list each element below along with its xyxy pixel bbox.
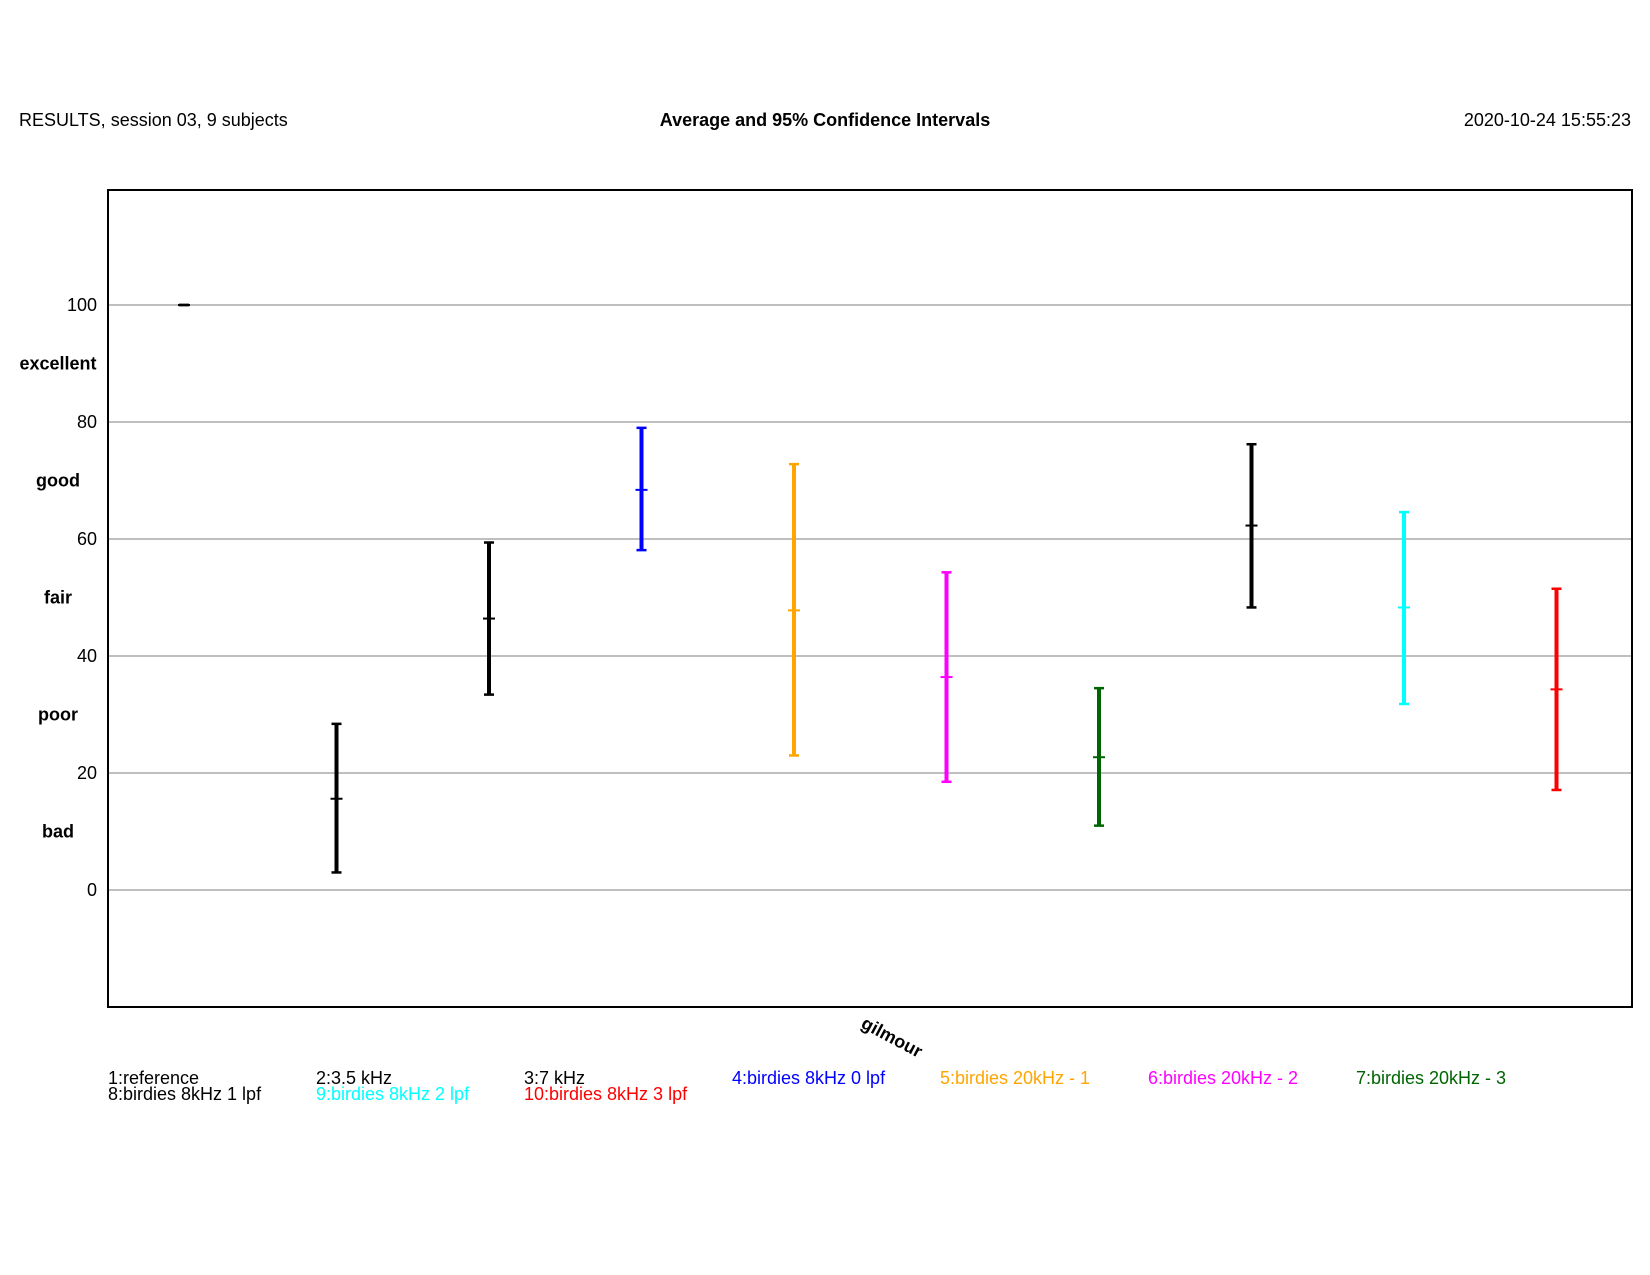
legend-item-9: 9:birdies 8kHz 2 lpf [316,1084,470,1104]
plot-frame [107,189,1633,1008]
legend-item-6: 6:birdies 20kHz - 2 [1148,1068,1299,1088]
quality-label-fair: fair [44,588,72,608]
legend-item-8: 8:birdies 8kHz 1 lpf [108,1084,262,1104]
error-bar-6 [940,571,953,784]
legend-item-1: 1:reference [108,1068,200,1088]
y-tick-label: 80 [77,412,97,432]
x-axis-label: gilmour [858,1013,926,1062]
legend-item-3: 3:7 kHz [524,1068,586,1088]
error-bar-2 [330,722,343,874]
y-tick-labels: 0 20 40 60 80 100 [67,295,97,900]
y-tick-label: 60 [77,529,97,549]
quality-label-bad: bad [42,822,74,842]
header-timestamp: 2020-10-24 15:55:23 [1463,110,1631,130]
legend-item-10: 10:birdies 8kHz 3 lpf [524,1084,688,1104]
header-session-info: RESULTS, session 03, 9 subjects [19,110,288,130]
legend-item-2: 2:3.5 kHz [316,1068,393,1088]
grid-lines [108,304,1632,891]
y-tick-label: 40 [77,646,97,666]
error-bar-10 [1550,587,1563,792]
quality-label-poor: poor [38,705,78,725]
quality-scale-labels: excellent good fair poor bad [19,354,96,842]
legend-item-5: 5:birdies 20kHz - 1 [940,1068,1091,1088]
quality-label-good: good [36,471,80,491]
error-bars [178,303,1563,874]
legend-item-7: 7:birdies 20kHz - 3 [1356,1068,1507,1088]
error-bar-9 [1398,510,1410,706]
error-bar-4 [635,426,648,552]
error-bar-5 [788,462,800,757]
chart-title: Average and 95% Confidence Intervals [659,110,991,130]
quality-label-excellent: excellent [19,354,96,374]
error-bar-7 [1093,686,1105,827]
y-tick-label: 20 [77,763,97,783]
error-bar-3 [483,541,495,696]
y-tick-label: 100 [67,295,97,315]
error-bar-8 [1245,442,1258,609]
legend-item-4: 4:birdies 8kHz 0 lpf [732,1068,886,1088]
y-tick-label: 0 [87,880,97,900]
